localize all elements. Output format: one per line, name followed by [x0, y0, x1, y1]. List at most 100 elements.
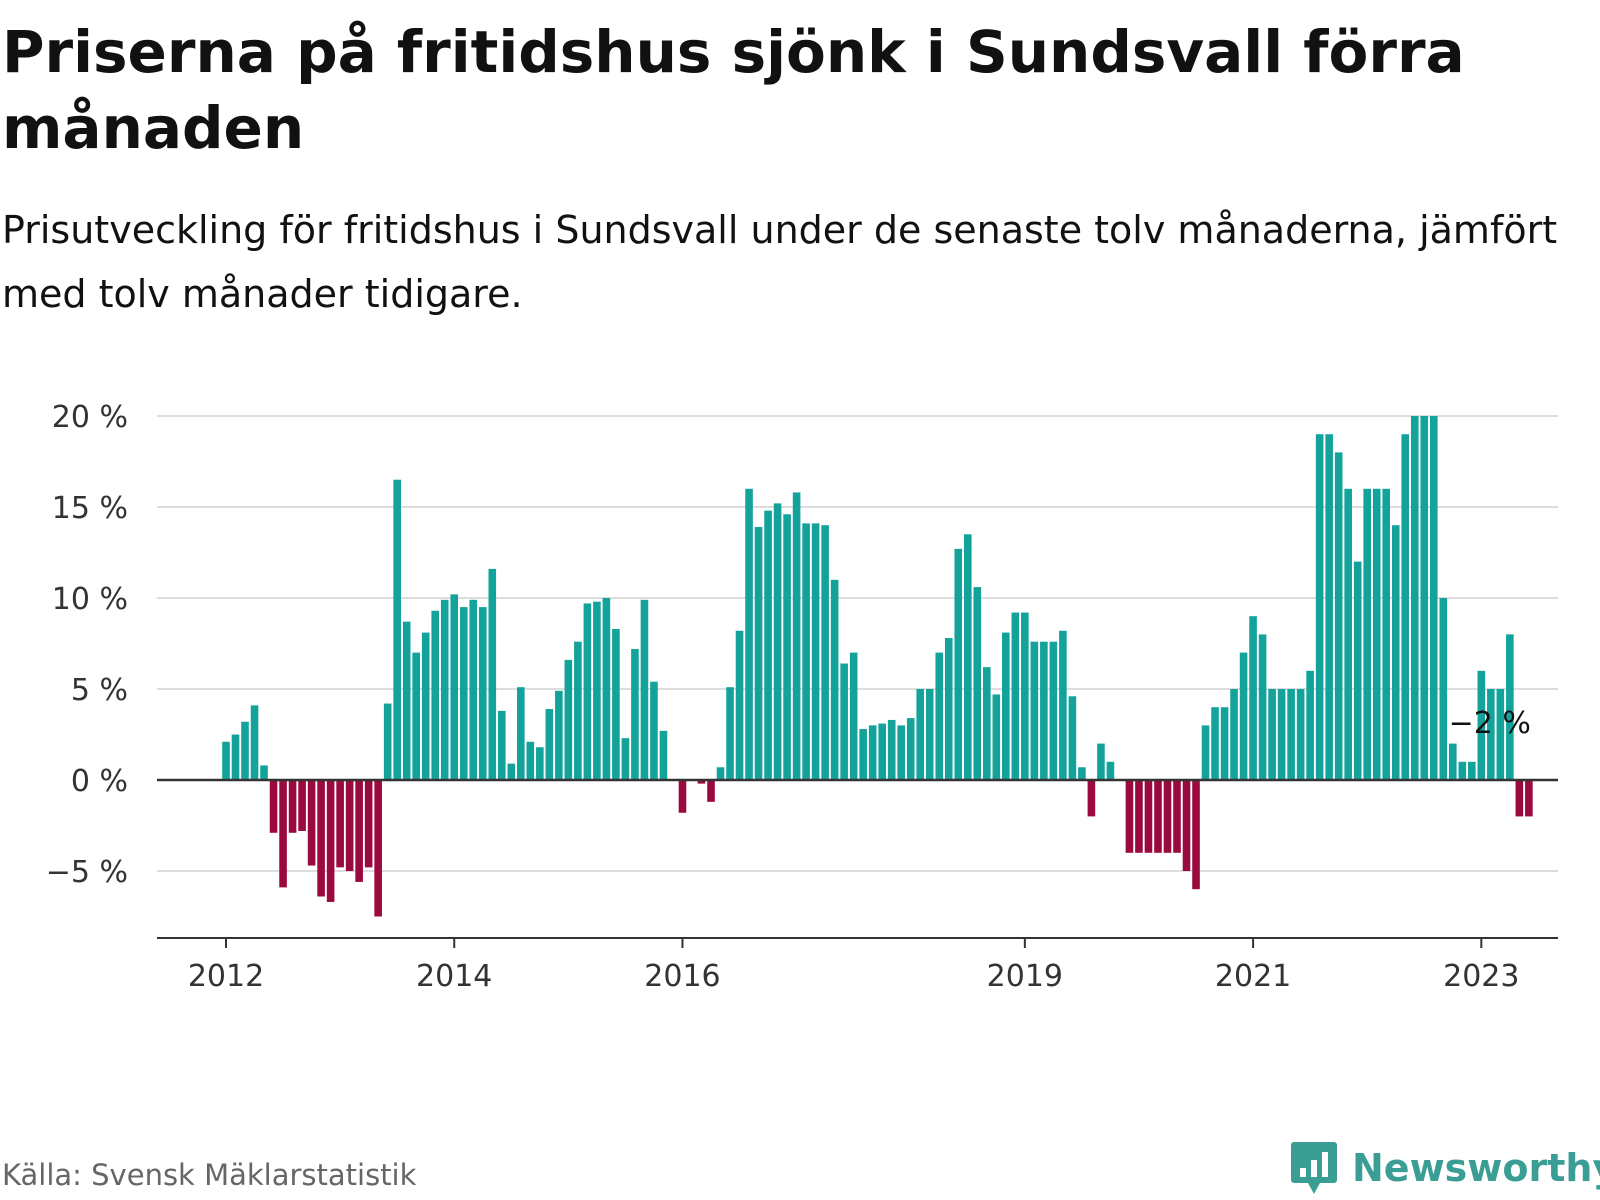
- bar: [593, 601, 601, 780]
- bar: [526, 741, 535, 780]
- bar: [1192, 780, 1200, 890]
- y-tick-label: 15 %: [52, 491, 128, 526]
- bar: [1363, 488, 1371, 780]
- x-tick-label: 2019: [987, 959, 1063, 994]
- bar: [1382, 488, 1391, 780]
- bar: [250, 705, 259, 780]
- bar: [868, 725, 877, 780]
- bar: [393, 479, 401, 780]
- bar: [241, 721, 249, 780]
- bar: [1097, 743, 1105, 780]
- bar: [488, 568, 497, 780]
- y-tick-label: 10 %: [52, 582, 128, 617]
- bar: [459, 607, 468, 780]
- bar: [754, 527, 763, 780]
- bar: [612, 628, 620, 780]
- bar: [574, 641, 582, 780]
- source-note: Källa: Svensk Mäklarstatistik: [2, 1158, 417, 1192]
- bar: [555, 690, 563, 780]
- bar: [1468, 761, 1476, 780]
- brand-name: Newsworthy: [1352, 1146, 1600, 1190]
- bar: [802, 523, 810, 780]
- bar: [1087, 780, 1096, 817]
- bar: [364, 780, 373, 868]
- bar: [1391, 525, 1400, 780]
- bar: [412, 652, 420, 780]
- brand-logo: Newsworthy: [1290, 1140, 1600, 1196]
- bar: [1325, 434, 1333, 780]
- bar: [830, 579, 839, 780]
- bar: [650, 681, 658, 780]
- bar: [878, 723, 886, 780]
- bar: [288, 780, 297, 833]
- bar: [1068, 696, 1077, 780]
- bar: [1296, 689, 1305, 780]
- bar: [469, 599, 478, 780]
- y-tick-label: 20 %: [52, 400, 128, 435]
- bar: [1040, 641, 1048, 780]
- bar: [1287, 689, 1295, 780]
- bar: [840, 663, 848, 780]
- bar: [478, 607, 487, 780]
- bar: [1306, 670, 1314, 780]
- bar: [954, 548, 963, 780]
- bar: [421, 632, 430, 780]
- bar: [621, 738, 630, 780]
- bar: [963, 534, 972, 780]
- bar: [783, 514, 791, 780]
- bar: [517, 687, 525, 780]
- bar: [897, 725, 906, 780]
- x-tick-label: 2016: [644, 959, 720, 994]
- bar: [983, 667, 991, 780]
- bar: [583, 603, 592, 780]
- x-tick-label: 2014: [416, 959, 492, 994]
- bar: [450, 594, 459, 780]
- bar: [849, 652, 858, 780]
- bar: [1448, 743, 1457, 780]
- bar: [507, 763, 516, 780]
- bar: [859, 729, 867, 780]
- bar: [1059, 630, 1067, 780]
- bar: [1182, 780, 1191, 871]
- x-tick-label: 2023: [1443, 959, 1519, 994]
- bar: [944, 638, 953, 780]
- bar: [260, 765, 268, 780]
- bar: [1268, 689, 1276, 780]
- bar: [640, 599, 649, 780]
- bar: [1154, 780, 1162, 853]
- bar: [697, 780, 706, 784]
- bar: [1429, 416, 1438, 780]
- bar: [602, 598, 611, 780]
- bar: [1353, 561, 1362, 780]
- bar-chart-speech-bubble-icon: [1291, 1142, 1337, 1194]
- bar: [659, 730, 668, 780]
- bar: [735, 630, 744, 780]
- bar: [716, 767, 725, 780]
- bar: [1315, 434, 1324, 780]
- bar: [631, 648, 639, 780]
- bar: [355, 780, 363, 882]
- bar: [887, 719, 896, 780]
- bar: [545, 709, 554, 780]
- bar: [1173, 780, 1181, 853]
- bar: [440, 599, 449, 780]
- bar: [1144, 780, 1153, 853]
- bar: [1344, 488, 1352, 780]
- bar: [764, 510, 772, 780]
- bar: [992, 694, 1001, 780]
- bar: [374, 780, 382, 917]
- bar: [773, 503, 782, 780]
- bar: [707, 780, 715, 802]
- bar: [1515, 780, 1524, 817]
- bar: [1106, 761, 1115, 780]
- bar: [792, 492, 801, 780]
- bar: [1239, 652, 1248, 780]
- bar: [1230, 689, 1238, 780]
- grid-lines: [157, 415, 1558, 872]
- bar: [317, 780, 325, 897]
- bar: [1420, 416, 1429, 780]
- bar: [811, 523, 820, 780]
- bar: [1477, 670, 1486, 780]
- y-tick-label: −5 %: [46, 855, 128, 890]
- bar: [1211, 707, 1219, 780]
